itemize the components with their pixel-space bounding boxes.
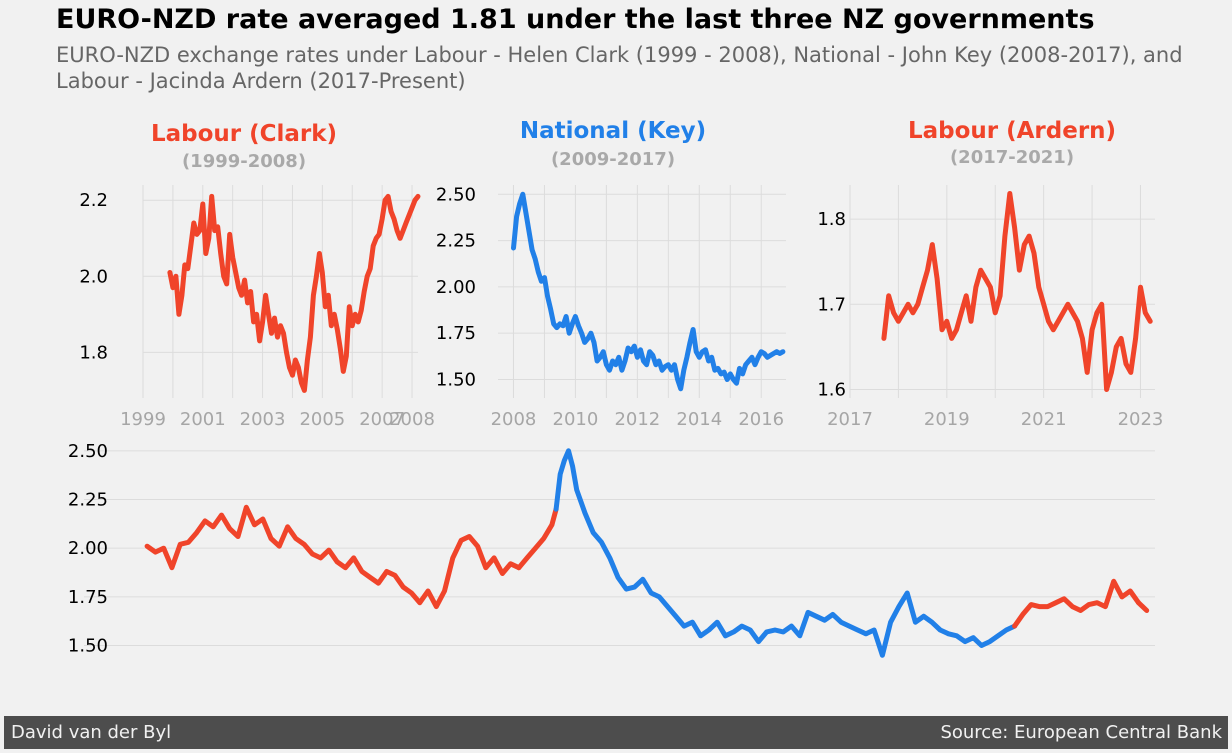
footer-bar: David van der Byl Source: European Centr…	[4, 716, 1228, 749]
y-tick-label: 2.0	[79, 266, 108, 287]
y-tick-label: 2.00	[436, 277, 476, 298]
x-tick-label: 2016	[738, 409, 784, 430]
panel-title: Labour (Clark)	[151, 121, 337, 147]
y-tick-label: 1.75	[436, 323, 476, 344]
series-line-0	[881, 191, 1153, 392]
x-tick-label: 2008	[491, 409, 537, 430]
y-tick-label: 1.50	[436, 369, 476, 390]
panel-title: National (Key)	[520, 118, 706, 144]
x-tick-label: 2005	[299, 409, 345, 430]
panel-2: 1.6 1.7 1.8 2017 2019 2021 2023 Labour (Ardern)…	[817, 118, 1163, 430]
panel-1: 1.50 1.75 2.00 2.25 2.50 2008 2010 2012 2014 2016…	[436, 118, 786, 430]
x-tick-label: 2017	[827, 409, 873, 430]
y-tick-label: 1.50	[68, 636, 108, 657]
y-tick-label: 2.25	[68, 490, 108, 511]
series-line-1	[516, 506, 559, 571]
footer-source: Source: European Central Bank	[940, 722, 1222, 743]
x-tick-label: 2014	[676, 409, 722, 430]
y-tick-label: 1.6	[817, 379, 846, 400]
x-tick-label: 2012	[614, 409, 660, 430]
footer-author: David van der Byl	[11, 722, 172, 743]
x-tick-label: 1999	[120, 409, 166, 430]
y-tick-label: 2.50	[436, 184, 476, 205]
x-tick-label: 2010	[553, 409, 599, 430]
x-tick-label: 2023	[1118, 409, 1164, 430]
series-line-0	[144, 504, 522, 610]
x-tick-label: 2007	[359, 409, 405, 430]
series-line-0	[167, 193, 421, 393]
y-tick-label: 2.00	[68, 538, 108, 559]
series-line-2	[553, 448, 927, 658]
series-line-4	[1012, 578, 1141, 629]
x-tick-label: 2019	[924, 409, 970, 430]
y-tick-label: 2.50	[68, 441, 108, 462]
series-line-5	[1136, 600, 1150, 613]
panel-subtitle: (2017-2021)	[950, 147, 1074, 168]
panel-subtitle: (2009-2017)	[551, 149, 675, 170]
series-line-3	[921, 613, 1018, 648]
series-line-0	[511, 191, 786, 392]
y-tick-label: 1.8	[79, 342, 108, 363]
x-tick-label: 2021	[1021, 409, 1067, 430]
panel-title: Labour (Ardern)	[908, 118, 1116, 144]
x-tick-label: 2008	[389, 409, 435, 430]
y-tick-label: 2.25	[436, 231, 476, 252]
y-tick-label: 1.7	[817, 294, 846, 315]
x-tick-label: 2003	[240, 409, 286, 430]
y-tick-label: 1.8	[817, 209, 846, 230]
panel-3: 1.50 1.75 2.00 2.25 2.50	[68, 441, 1155, 658]
chart-title: EURO-NZD rate averaged 1.81 under the la…	[56, 4, 1095, 35]
panel-subtitle: (1999-2008)	[182, 151, 306, 172]
x-tick-label: 2001	[180, 409, 226, 430]
y-tick-label: 2.2	[79, 190, 108, 211]
y-tick-label: 1.75	[68, 587, 108, 608]
chart-subtitle: EURO-NZD exchange rates under Labour - H…	[56, 43, 1183, 93]
